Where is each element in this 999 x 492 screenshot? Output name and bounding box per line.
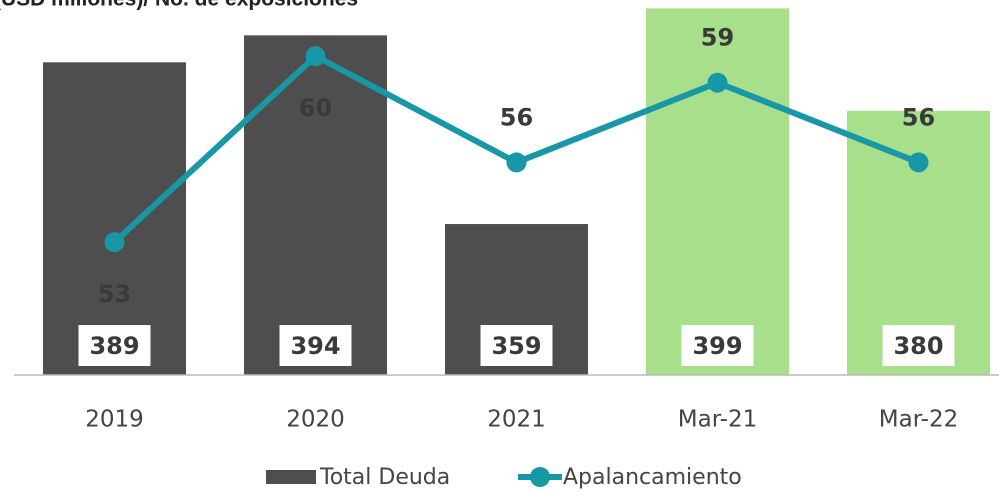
legend-label: Apalancamiento — [563, 465, 742, 490]
legend-marker — [530, 467, 550, 487]
legend-label: Total Deuda — [319, 465, 450, 490]
line-point — [707, 72, 728, 93]
bar — [244, 35, 387, 375]
line-label: 56 — [902, 103, 935, 131]
x-tick-label: Mar-21 — [678, 407, 758, 433]
bar-label-box — [279, 325, 352, 366]
line-label: 59 — [701, 24, 734, 52]
bar-label-box — [681, 325, 754, 366]
x-tick-label: 2019 — [85, 407, 144, 433]
bar-label: 359 — [491, 332, 541, 360]
line-label: 53 — [98, 280, 131, 308]
bar — [43, 62, 186, 375]
line-point — [506, 152, 527, 173]
x-tick-label: Mar-22 — [879, 407, 959, 433]
bar-label: 399 — [692, 332, 742, 360]
line-label: 56 — [500, 103, 533, 131]
line-label: 60 — [299, 94, 332, 122]
bar-label: 394 — [290, 332, 340, 360]
x-tick-label: 2020 — [286, 407, 345, 433]
bar-label-box — [882, 325, 955, 366]
bar — [646, 8, 789, 376]
x-tick-label: 2021 — [487, 407, 546, 433]
bar-label-box — [480, 325, 553, 366]
line-point — [104, 232, 125, 253]
bar-label: 380 — [893, 332, 943, 360]
line-point — [305, 46, 326, 67]
line — [112, 53, 920, 245]
line-point — [908, 152, 929, 173]
legend-swatch — [266, 470, 316, 484]
chart-title: (USD millones)/ No. de exposiciones — [0, 0, 358, 11]
bar-label: 389 — [89, 332, 139, 360]
bar-label-box — [78, 325, 151, 366]
